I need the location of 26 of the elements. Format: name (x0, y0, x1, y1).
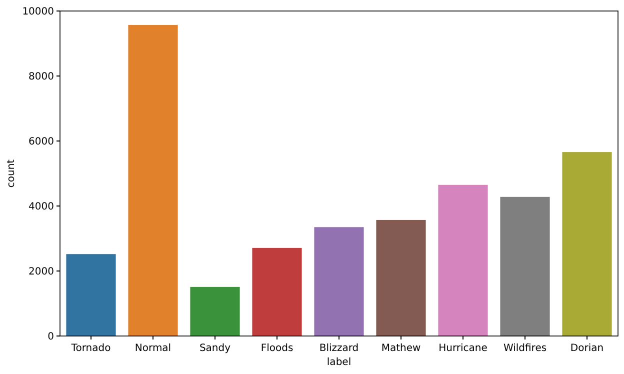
bar (190, 286, 240, 336)
bar (562, 152, 612, 336)
x-tick-label: Dorian (570, 343, 604, 354)
y-tick-label: 8000 (28, 72, 54, 82)
bar (66, 254, 116, 336)
x-tick-label: Tornado (70, 343, 111, 354)
bar (438, 184, 488, 336)
bar (252, 248, 302, 336)
y-tick-label: 2000 (28, 266, 54, 278)
bar (376, 220, 426, 336)
bar (314, 227, 364, 336)
x-tick-label: Mathew (381, 343, 421, 354)
y-tick-label: 4000 (28, 202, 54, 212)
bar (500, 196, 550, 336)
bar (128, 24, 178, 336)
x-tick-label: Sandy (199, 343, 231, 354)
x-tick-label: Floods (260, 343, 294, 354)
y-tick-label: 0 (48, 332, 54, 342)
y-tick-label: 10000 (22, 6, 54, 18)
x-tick-label: Blizzard (319, 343, 359, 354)
x-tick-label: Normal (134, 343, 172, 354)
x-tick-label: Wildfires (503, 343, 547, 354)
x-tick-label: Hurricane (438, 343, 488, 354)
y-axis-title: count (6, 159, 17, 188)
x-axis-title: label (326, 357, 352, 368)
y-tick-label: 6000 (28, 136, 54, 148)
